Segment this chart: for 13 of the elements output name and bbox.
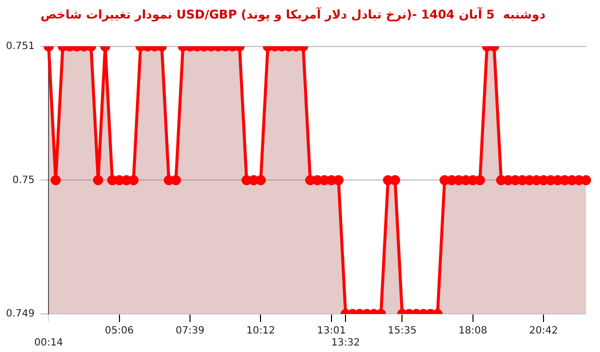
x-tick-label: 13:01	[317, 326, 346, 337]
x-tick-label: 15:35	[388, 326, 417, 337]
x-tick-label: 05:06	[104, 326, 134, 337]
y-tick-label: 0.751	[6, 40, 35, 52]
y-tick-label: 0.749	[6, 308, 35, 320]
y-tick-label: 0.75	[12, 174, 35, 186]
x-tick-label: 00:14	[34, 338, 64, 349]
chart-title: نمودار تغییرات شاخص USD/GBP (نرخ تبادل دلار آمریکا و پوند)- دوشنبه 5 آبان 1404	[40, 6, 546, 22]
x-tick-label: 07:39	[176, 326, 204, 337]
x-tick-label: 20:42	[529, 326, 558, 337]
x-tick-label: 13:32	[331, 338, 360, 349]
x-tick-label: 10:12	[246, 326, 276, 337]
x-tick-label: 18:08	[458, 326, 488, 337]
